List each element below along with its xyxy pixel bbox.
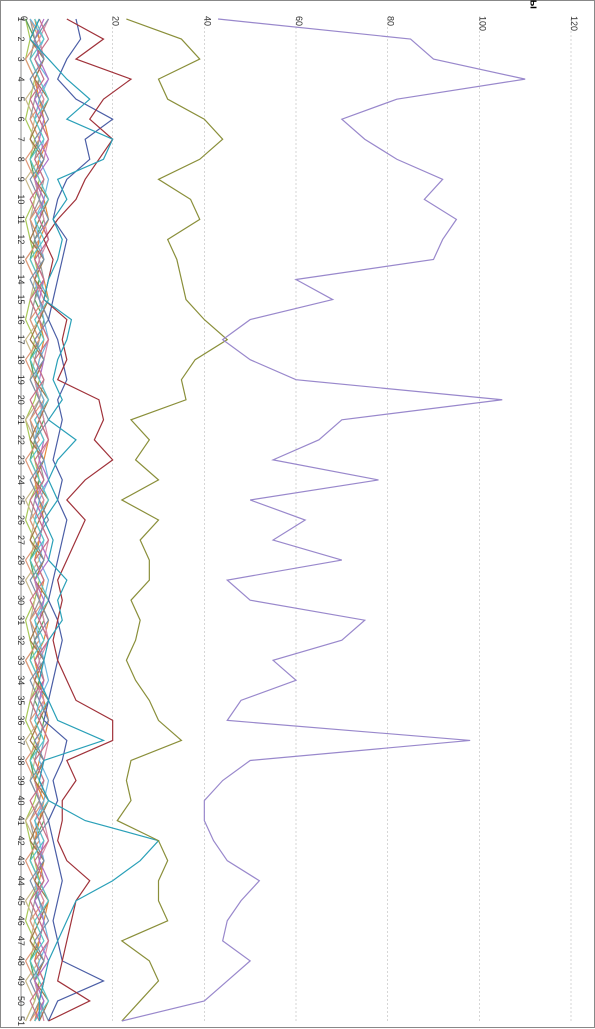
- x-tick-label: 27: [16, 535, 26, 545]
- x-tick-label: 2: [16, 37, 26, 42]
- x-tick-label: 30: [16, 595, 26, 605]
- x-tick-label: 19: [16, 375, 26, 385]
- x-tick-label: 16: [16, 315, 26, 325]
- x-tick-label: 10: [16, 194, 26, 204]
- x-tick-label: 24: [16, 475, 26, 485]
- y-tick-label: 60: [294, 16, 304, 26]
- x-tick-label: 12: [16, 234, 26, 244]
- x-tick-label: 15: [16, 295, 26, 305]
- x-tick-label: 6: [16, 117, 26, 122]
- x-tick-label: 28: [16, 555, 26, 565]
- chart-title: Миллиарды: [528, 0, 540, 9]
- x-tick-label: 49: [16, 976, 26, 986]
- x-tick-label: 48: [16, 956, 26, 966]
- x-tick-label: 39: [16, 776, 26, 786]
- x-tick-label: 29: [16, 575, 26, 585]
- series-darkred: [44, 19, 131, 1021]
- y-tick-label: 80: [386, 16, 396, 26]
- x-tick-label: 37: [16, 735, 26, 745]
- x-tick-label: 18: [16, 355, 26, 365]
- x-tick-label: 25: [16, 495, 26, 505]
- x-tick-label: 41: [16, 816, 26, 826]
- x-tick-label: 47: [16, 936, 26, 946]
- x-tick-label: 50: [16, 996, 26, 1006]
- x-tick-label: 43: [16, 856, 26, 866]
- x-tick-label: 38: [16, 755, 26, 765]
- series-purple: [122, 19, 525, 1021]
- x-tick-label: 40: [16, 796, 26, 806]
- x-tick-label: 51: [16, 1016, 26, 1026]
- y-tick-label: 120: [569, 16, 579, 31]
- x-tick-label: 4: [16, 77, 26, 82]
- y-tick-label: 20: [111, 16, 121, 26]
- x-tick-label: 36: [16, 715, 26, 725]
- x-tick-label: 20: [16, 395, 26, 405]
- x-tick-label: 23: [16, 455, 26, 465]
- x-tick-label: 35: [16, 695, 26, 705]
- x-tick-label: 26: [16, 515, 26, 525]
- series-olive: [117, 19, 227, 1021]
- x-tick-label: 17: [16, 335, 26, 345]
- x-tick-label: 33: [16, 655, 26, 665]
- x-tick-label: 14: [16, 275, 26, 285]
- x-tick-label: 31: [16, 615, 26, 625]
- x-tick-label: 21: [16, 415, 26, 425]
- x-tick-label: 5: [16, 97, 26, 102]
- x-tick-label: 32: [16, 635, 26, 645]
- x-tick-label: 44: [16, 876, 26, 886]
- x-tick-label: 1: [16, 16, 26, 21]
- line-chart: 0204060801001201234567891011121314151617…: [1, 1, 595, 1029]
- x-tick-label: 9: [16, 177, 26, 182]
- x-tick-label: 7: [16, 137, 26, 142]
- y-tick-label: 100: [477, 16, 487, 31]
- x-tick-label: 11: [16, 215, 26, 224]
- x-tick-label: 22: [16, 435, 26, 445]
- x-tick-label: 34: [16, 675, 26, 685]
- x-tick-label: 46: [16, 916, 26, 926]
- x-tick-label: 8: [16, 157, 26, 162]
- x-tick-label: 3: [16, 57, 26, 62]
- y-tick-label: 40: [202, 16, 212, 26]
- x-tick-label: 45: [16, 896, 26, 906]
- x-tick-label: 13: [16, 254, 26, 264]
- series-teal: [30, 19, 158, 1021]
- x-tick-label: 42: [16, 836, 26, 846]
